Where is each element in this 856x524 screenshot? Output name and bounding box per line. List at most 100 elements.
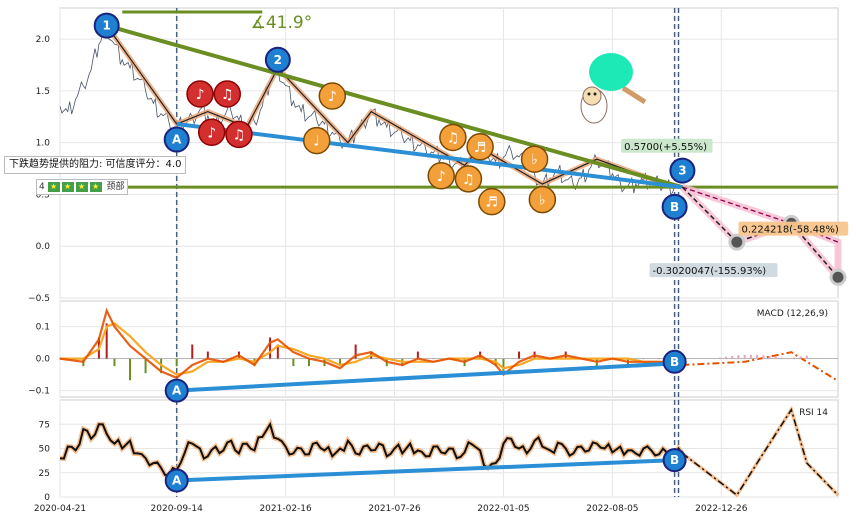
macd-projection-bar [805, 355, 808, 360]
y-tick-label: 1.5 [36, 87, 50, 97]
macd-projection-bar [793, 357, 796, 360]
macd-histogram-bar [144, 358, 147, 374]
music-note-badge [213, 80, 242, 108]
y-tick-label: −0.5 [28, 294, 50, 304]
y-tick-label: 0.1 [36, 323, 50, 333]
pug-eye [587, 92, 591, 96]
music-note-glyph: ♬ [474, 140, 487, 156]
macd-histogram-bar [339, 358, 342, 367]
music-note-glyph: ♫ [462, 172, 475, 188]
macd-line [59, 307, 683, 380]
price-line [59, 24, 675, 197]
y-tick-label: 75 [39, 420, 50, 430]
music-note-glyph: ♪ [207, 125, 216, 141]
music-note-glyph: ♭ [531, 152, 538, 168]
music-note-glyph: ♫ [447, 130, 460, 146]
macd-node [662, 349, 687, 374]
price-tag-box [738, 221, 849, 236]
rsi-divergence-line [176, 458, 675, 483]
resistance-trendline [106, 23, 683, 190]
angle-label: ∡41.9° [251, 13, 313, 33]
rsi-node [662, 448, 687, 473]
music-note-badge [427, 162, 455, 190]
y-tick-label: 2.0 [36, 35, 51, 45]
macd-histogram-bar [269, 337, 272, 360]
rsi-title: RSI 14 [799, 408, 828, 418]
wave-node [264, 46, 291, 73]
price-tag-label: -0.3020047(-155.93%) [653, 266, 767, 277]
support-trendline [176, 122, 683, 190]
macd-projection-bar [787, 358, 790, 360]
macd-projection-bar [768, 356, 771, 360]
macd-divergence-line [176, 361, 675, 393]
x-tick-label: 2020-04-21 [34, 504, 86, 514]
music-note-badge [302, 126, 331, 155]
rating-suffix: 颈部 [106, 182, 125, 192]
macd-projection-bar [799, 356, 802, 360]
pug-eye [593, 92, 597, 96]
macd-histogram-bar [354, 344, 357, 360]
y-tick-label: 1.0 [36, 139, 51, 149]
music-note-glyph: ♫ [233, 127, 246, 143]
music-note-badge [197, 118, 226, 147]
music-note-badge [186, 80, 214, 108]
y-tick-label: −0.1 [28, 387, 50, 397]
paddle-handle [621, 85, 647, 105]
macd-projection-bar [780, 357, 783, 360]
macd-signal-line [60, 322, 683, 376]
x-tick-label: 2020-09-14 [151, 504, 204, 514]
macd-node-label: A [172, 384, 182, 398]
macd-projection-bar [749, 354, 752, 360]
zigzag-line [106, 25, 675, 188]
macd-projection-bar [743, 354, 746, 360]
macd-projection-bar [724, 356, 727, 360]
resistance-tooltip: 下跌趋势提供的阻力: 可信度评分：4.0 [4, 156, 187, 174]
macd-histogram-bar [416, 351, 419, 360]
music-note-glyph: ♪ [196, 87, 205, 103]
y-tick-label: 25 [39, 469, 50, 479]
rating-star-icon: ★ [89, 181, 102, 192]
music-note-glyph: ♭ [539, 193, 546, 209]
wave-node-label: 3 [678, 164, 686, 178]
macd-histogram-bar [105, 323, 108, 360]
y-tick-label: 0 [44, 493, 50, 503]
rating-stars: ★ ★ ★ ★ [47, 181, 104, 192]
rsi-line [59, 421, 684, 477]
rating-prefix: 4 [39, 182, 45, 192]
music-note-badge [520, 145, 549, 173]
macd-histogram-bar [307, 358, 310, 367]
cartoon-pug-icon [580, 86, 608, 124]
music-note-glyph: ♬ [486, 195, 499, 211]
wave-node [163, 126, 190, 153]
y-tick-label: 50 [39, 445, 51, 455]
macd-projection-bar [718, 357, 721, 360]
y-tick-label: 0.0 [36, 242, 51, 252]
x-tick-label: 2022-12-26 [695, 504, 748, 514]
price-tag-label: 0.5700(+5.55%) [624, 142, 707, 153]
macd-node-label: B [670, 355, 679, 369]
macd-histogram-bar [276, 344, 279, 360]
paddle-face [589, 53, 633, 91]
music-note-badge [225, 120, 253, 149]
macd-projection-bar [762, 355, 765, 360]
price-tag-box [649, 263, 778, 278]
wave-node-label: A [172, 133, 182, 147]
macd-node [164, 378, 189, 403]
table-tennis-paddle-icon [589, 53, 647, 105]
macd-panel-frame [59, 300, 839, 398]
macd-projection-bar [774, 356, 777, 360]
macd-histogram-bar [292, 358, 295, 367]
music-note-badge [478, 187, 506, 216]
x-tick-label: 2022-08-05 [586, 504, 638, 514]
music-note-badge [528, 185, 557, 214]
rsi-projection [681, 407, 839, 497]
macd-projection-bar [731, 355, 734, 360]
rating-star-icon: ★ [75, 181, 88, 192]
music-note-glyph: ♪ [328, 89, 337, 105]
music-note-glyph: ♪ [437, 169, 446, 185]
wave-node-label: B [670, 200, 679, 214]
x-tick-label: 2022-01-05 [477, 504, 529, 514]
macd-title: MACD (12,26,9) [757, 309, 828, 319]
macd-histogram-bar [518, 351, 521, 360]
